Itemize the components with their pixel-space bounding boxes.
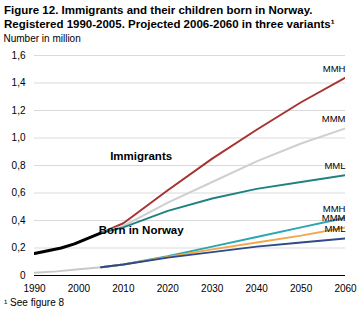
svg-text:MMH: MMH: [322, 202, 346, 214]
html-text:Figure 12. Immigrants and thei: Figure 12. Immigrants and their children…: [4, 4, 335, 30]
svg-text:1,6: 1,6: [12, 50, 26, 61]
svg-text:1,0: 1,0: [12, 132, 26, 143]
html-text:¹ See figure 8: ¹ See figure 8: [4, 297, 64, 308]
svg-text:2010: 2010: [112, 283, 135, 294]
svg-text:0,6: 0,6: [12, 187, 26, 198]
svg-text:2060: 2060: [334, 283, 357, 294]
svg-text:Number in million: Number in million: [4, 33, 81, 44]
svg-text:2030: 2030: [201, 283, 224, 294]
svg-text:0: 0: [20, 270, 26, 281]
svg-text:2000: 2000: [68, 283, 91, 294]
svg-text:1,4: 1,4: [12, 77, 26, 88]
svg-text:Born in Norway: Born in Norway: [99, 224, 185, 236]
svg-text:MMM: MMM: [322, 113, 346, 124]
svg-text:0,8: 0,8: [12, 160, 26, 171]
svg-text:0,2: 0,2: [12, 242, 26, 253]
svg-text:MMH: MMH: [323, 63, 346, 74]
svg-text:2040: 2040: [246, 283, 269, 294]
svg-text:MML: MML: [324, 223, 345, 234]
svg-text:1,2: 1,2: [12, 105, 26, 116]
svg-text:MML: MML: [324, 160, 345, 171]
svg-text:1990: 1990: [23, 283, 46, 294]
svg-text:2020: 2020: [157, 283, 180, 294]
svg-text:2050: 2050: [290, 283, 313, 294]
svg-text:Immigrants: Immigrants: [110, 150, 172, 162]
svg-text:MMM: MMM: [322, 212, 346, 223]
svg-text:0,4: 0,4: [12, 215, 26, 226]
